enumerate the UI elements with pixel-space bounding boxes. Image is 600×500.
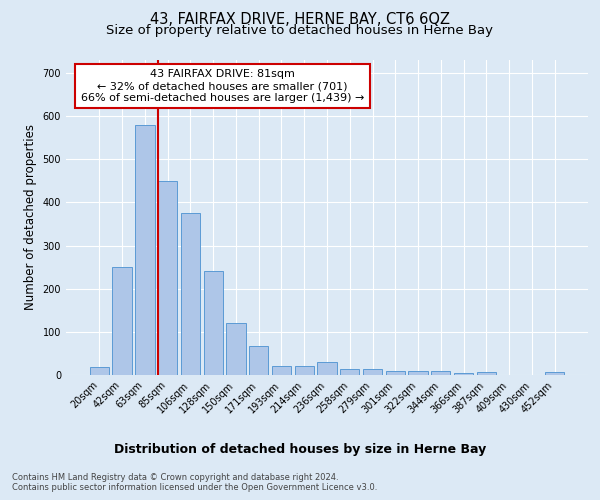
Bar xyxy=(135,124,155,375)
Bar xyxy=(317,362,337,375)
Bar xyxy=(90,367,109,375)
Bar xyxy=(272,366,291,375)
Text: Contains HM Land Registry data © Crown copyright and database right 2024.: Contains HM Land Registry data © Crown c… xyxy=(12,472,338,482)
Bar xyxy=(545,372,564,375)
Y-axis label: Number of detached properties: Number of detached properties xyxy=(24,124,37,310)
Bar xyxy=(226,323,245,375)
Bar xyxy=(386,371,405,375)
Bar xyxy=(431,371,451,375)
Text: Contains public sector information licensed under the Open Government Licence v3: Contains public sector information licen… xyxy=(12,484,377,492)
Text: Distribution of detached houses by size in Herne Bay: Distribution of detached houses by size … xyxy=(114,442,486,456)
Text: 43, FAIRFAX DRIVE, HERNE BAY, CT6 6QZ: 43, FAIRFAX DRIVE, HERNE BAY, CT6 6QZ xyxy=(150,12,450,28)
Bar xyxy=(476,372,496,375)
Bar xyxy=(454,373,473,375)
Bar xyxy=(112,267,132,375)
Bar xyxy=(409,370,428,375)
Text: 43 FAIRFAX DRIVE: 81sqm
← 32% of detached houses are smaller (701)
66% of semi-d: 43 FAIRFAX DRIVE: 81sqm ← 32% of detache… xyxy=(81,70,364,102)
Bar xyxy=(249,346,268,375)
Bar xyxy=(295,366,314,375)
Text: Size of property relative to detached houses in Herne Bay: Size of property relative to detached ho… xyxy=(107,24,493,37)
Bar xyxy=(203,272,223,375)
Bar xyxy=(181,213,200,375)
Bar xyxy=(340,370,359,375)
Bar xyxy=(158,181,178,375)
Bar xyxy=(363,370,382,375)
